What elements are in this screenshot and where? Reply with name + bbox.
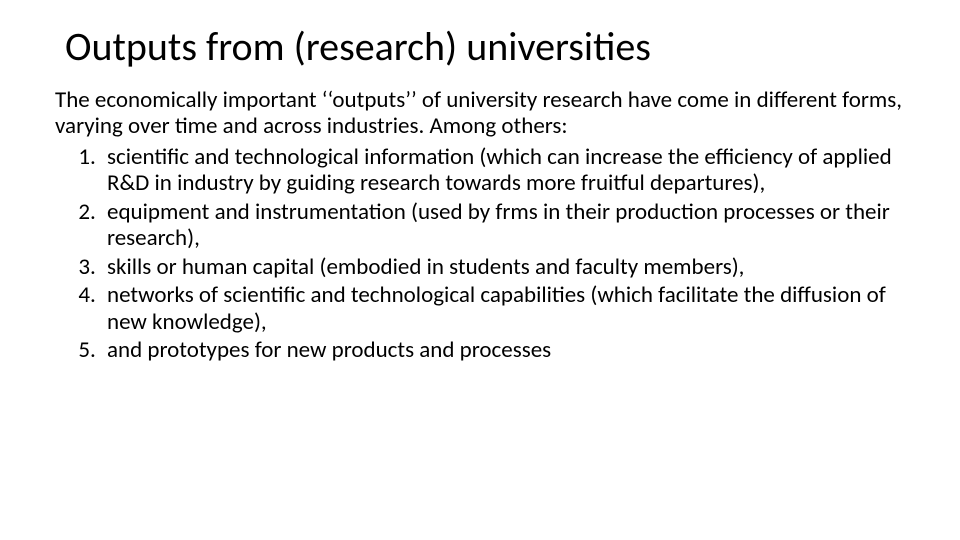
list-item: networks of scientific and technological… [101,282,905,335]
list-item: equipment and instrumentation (used by f… [101,199,905,252]
outputs-list: scientific and technological information… [55,144,905,364]
slide-title: Outputs from (research) universities [65,25,905,69]
slide: Outputs from (research) universities The… [0,0,960,540]
list-item: scientific and technological information… [101,144,905,197]
intro-paragraph: The economically important ‘‘outputs’’ o… [55,87,905,140]
list-item: skills or human capital (embodied in stu… [101,254,905,280]
list-item: and prototypes for new products and proc… [101,337,905,363]
